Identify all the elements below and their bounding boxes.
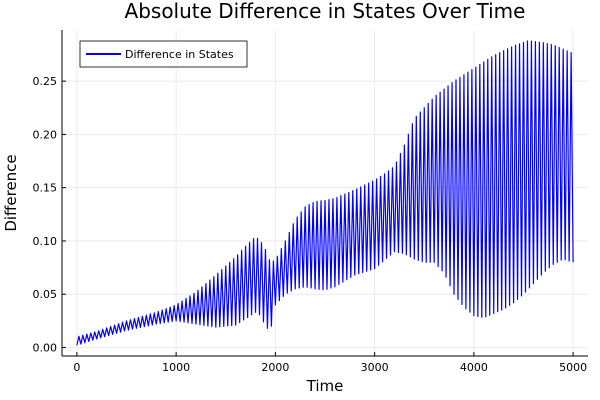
y-axis-title: Difference: [2, 154, 20, 231]
x-tick-label: 1000: [162, 361, 190, 374]
x-tick-label: 0: [73, 361, 80, 374]
y-tick-label: 0.20: [33, 128, 58, 141]
series-group: [76, 40, 574, 346]
y-tick-label: 0.10: [33, 235, 58, 248]
chart-title: Absolute Difference in States Over Time: [125, 0, 526, 23]
x-tick-label: 2000: [261, 361, 289, 374]
tick-labels: 0 1000 2000 3000 4000 5000 0.00 0.05 0.10 0.15 0.2…: [33, 75, 588, 374]
legend-label: Difference in States: [125, 48, 234, 61]
y-tick-label: 0.15: [33, 182, 58, 195]
x-tick-label: 5000: [559, 361, 587, 374]
legend: Difference in States: [79, 40, 248, 68]
x-axis-title: Time: [306, 377, 344, 395]
y-tick-label: 0.05: [33, 288, 58, 301]
y-tick-label: 0.25: [33, 75, 58, 88]
x-tick-label: 4000: [460, 361, 488, 374]
x-tick-label: 3000: [361, 361, 389, 374]
series-line-0: [76, 40, 574, 346]
y-tick-label: 0.00: [33, 341, 58, 354]
axes: [61, 30, 588, 357]
